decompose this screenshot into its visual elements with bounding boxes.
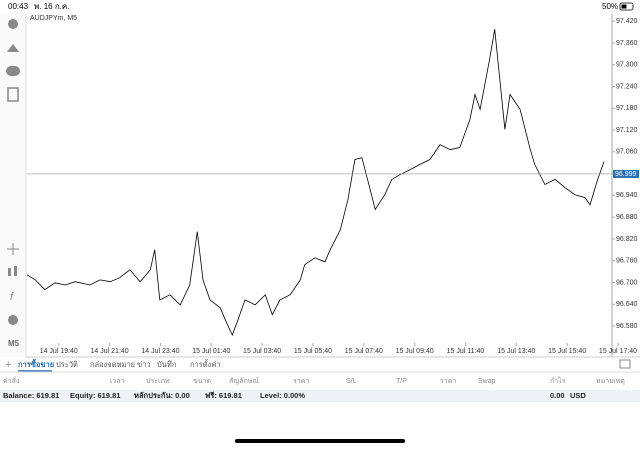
y-tick-label: 96.820 [616,236,638,243]
table-header: ค่าสั่ง เวลา ประเภท ขนาด สัญลักษณ์ ราคา S/L T/P… [3,376,625,385]
y-tick-label: 97.120 [616,127,638,134]
tab[interactable]: การตั้งค่า [190,359,221,369]
status-battery: 50% [602,2,618,11]
equity: Equity: 619.81 [70,391,120,400]
status-date: พ. 16 ก.ค. [34,2,69,11]
profit: 0.00 [550,391,565,400]
current-price-label: 96.999 [615,171,637,178]
column-header: ราคา [440,378,456,385]
tab[interactable]: บันทึก [157,360,176,369]
column-header: ประเภท [146,378,170,385]
y-tick-label: 97.300 [616,62,638,69]
x-tick-label: 15 Jul 07:40 [345,348,383,355]
x-tick-label: 15 Jul 01:40 [192,348,230,355]
column-header: กำไร [550,376,566,385]
plot: 96.580 96.640 96.700 96.760 96.820 96.880 96.9… [26,18,639,355]
tab[interactable]: ข่าว [137,360,151,369]
chat-icon[interactable] [6,66,20,76]
column-header: ค่าสั่ง [3,376,19,385]
new-order-icon[interactable] [7,87,19,102]
y-tick-label: 96.760 [616,258,638,265]
column-header: ราคา [293,378,309,385]
trade-icon[interactable] [7,44,19,52]
x-tick-label: 15 Jul 13:40 [497,348,535,355]
level: Level: 0.00% [260,391,305,400]
tab[interactable]: กล่องจดหมาย [90,360,135,369]
y-tick-label: 97.240 [616,83,638,90]
y-tick-label: 96.880 [616,214,638,221]
balance-row [0,390,640,402]
add-button[interactable]: + [5,359,11,371]
crosshair-icon[interactable] [7,243,19,255]
layout-icon[interactable] [619,359,631,369]
y-tick-label: 96.700 [616,279,638,286]
objects-icon[interactable] [8,315,18,325]
y-tick-label: 97.060 [616,149,638,156]
x-tick-label: 15 Jul 05:40 [294,348,332,355]
column-header: ขนาด [193,378,211,385]
column-header: เวลา [110,378,125,385]
column-header: T/P [396,378,407,385]
toolbar [0,14,26,357]
y-tick-label: 96.940 [616,192,638,199]
chart-type-icon2 [14,266,17,276]
x-tick-label: 14 Jul 23:40 [141,348,179,355]
column-header: Swap [478,378,496,385]
column-header: S/L [346,378,357,385]
tabs: การซื้อขาย ประวัติ กล่องจดหมาย ข่าว บันทึก กา… [18,358,221,372]
x-tick-label: 15 Jul 11:40 [447,348,485,355]
y-tick-label: 97.180 [616,105,638,112]
y-tick-label: 96.580 [616,323,638,330]
x-tick-label: 14 Jul 19:40 [40,348,78,355]
account-icon[interactable] [8,19,18,29]
balance: Balance: 619.81 [3,391,59,400]
free-margin: ฟรี: 619.81 [205,391,242,400]
y-tick-label: 97.420 [616,18,638,25]
x-tick-label: 15 Jul 17:40 [599,348,637,355]
x-tick-label: 15 Jul 15:40 [548,348,586,355]
home-indicator [235,439,405,443]
battery-level [621,4,627,9]
price-line [26,29,605,337]
x-tick-label: 14 Jul 21:40 [91,348,129,355]
x-tick-label: 15 Jul 09:40 [396,348,434,355]
x-tick-label: 15 Jul 03:40 [243,348,281,355]
column-header: สัญลักษณ์ [229,377,259,385]
current-price-box [613,169,639,178]
timeframe[interactable]: M5 [8,339,20,348]
battery-icon [619,2,634,11]
margin: หลักประกัน: 0.00 [134,391,190,400]
column-header: หมายเหตุ [596,378,625,385]
chart-type-icon[interactable] [8,268,11,276]
tab[interactable]: ประวัติ [56,360,78,369]
chart-title: AUDJPYm, M5 [30,15,77,22]
indicator-icon[interactable]: f [10,291,14,303]
tab[interactable]: การซื้อขาย [18,358,54,369]
status-time: 00:43 [8,2,29,11]
currency: USD [570,391,586,400]
y-tick-label: 96.640 [616,301,638,308]
y-tick-label: 97.360 [616,40,638,47]
